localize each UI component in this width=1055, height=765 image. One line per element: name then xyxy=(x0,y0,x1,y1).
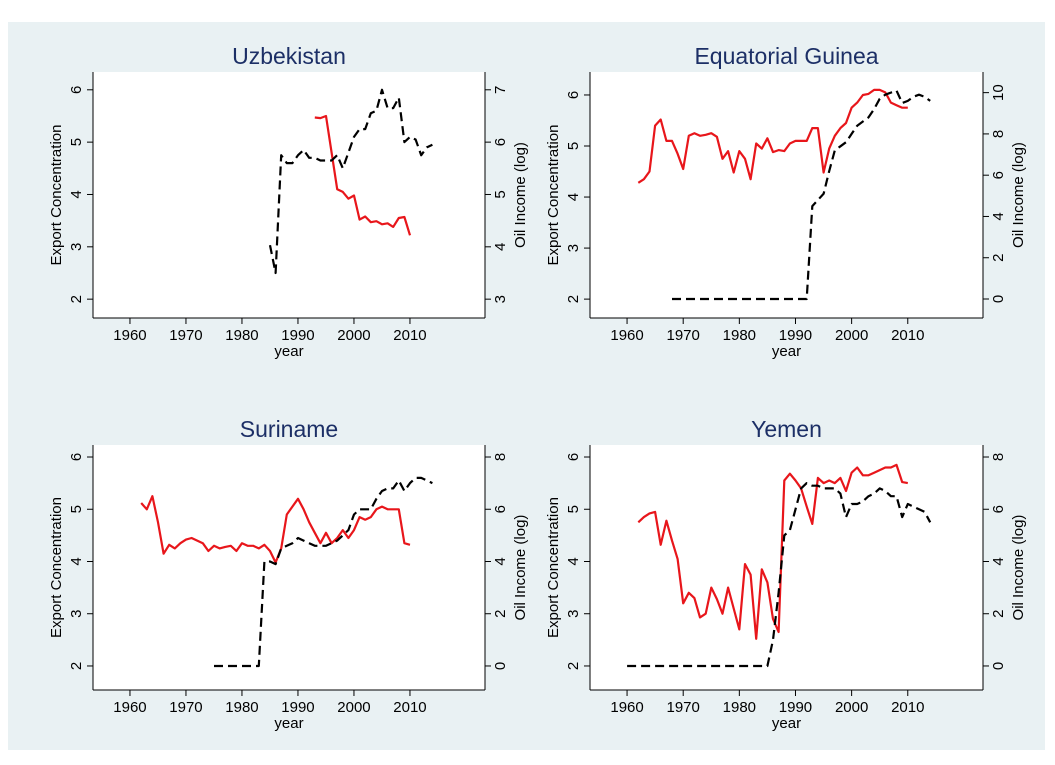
y-tick-label: 6 xyxy=(68,86,85,94)
plot-area xyxy=(93,445,485,690)
y-tick-label: 3 xyxy=(68,243,85,251)
y2-tick-label: 2 xyxy=(492,610,509,618)
x-tick-label: 1980 xyxy=(723,699,756,716)
y-tick-label: 3 xyxy=(68,610,85,618)
y2-tick-label: 0 xyxy=(990,295,1007,303)
y2-tick-label: 4 xyxy=(492,557,509,565)
y-tick-label: 6 xyxy=(68,453,85,461)
y-tick-label: 3 xyxy=(565,244,582,252)
x-tick-label: 1990 xyxy=(281,699,314,716)
y-tick-label: 6 xyxy=(565,453,582,461)
x-tick-label: 1980 xyxy=(225,699,258,716)
plot-area xyxy=(590,72,983,318)
x-tick-label: 2000 xyxy=(835,699,868,716)
y-tick-label: 2 xyxy=(565,662,582,670)
x-tick-label: 1970 xyxy=(667,327,700,344)
chart-title: Equatorial Guinea xyxy=(694,43,878,69)
data-line xyxy=(672,89,931,301)
x-tick-label: 1960 xyxy=(113,699,146,716)
x-tick-label: 1990 xyxy=(779,699,812,716)
x-axis-label: year xyxy=(274,715,303,732)
x-tick-label: 2000 xyxy=(337,699,370,716)
y2-axis-label: Oil Income (log) xyxy=(512,515,529,621)
x-tick-label: 1970 xyxy=(169,327,202,344)
y-tick-label: 4 xyxy=(68,557,85,565)
x-tick-label: 1970 xyxy=(667,699,700,716)
y-tick-label: 6 xyxy=(565,91,582,99)
y-tick-label: 4 xyxy=(565,193,582,201)
y2-axis-label: Oil Income (log) xyxy=(512,142,529,248)
y2-tick-label: 6 xyxy=(492,505,509,513)
y-tick-label: 5 xyxy=(565,142,582,150)
y-tick-label: 2 xyxy=(565,295,582,303)
x-tick-label: 1980 xyxy=(723,327,756,344)
y-tick-label: 2 xyxy=(68,295,85,303)
data-line xyxy=(314,114,412,236)
y2-tick-label: 0 xyxy=(990,662,1007,670)
y2-tick-label: 6 xyxy=(990,171,1007,179)
x-tick-label: 2010 xyxy=(891,699,924,716)
y2-axis-label: Oil Income (log) xyxy=(1010,515,1027,621)
y2-tick-label: 4 xyxy=(492,243,509,251)
data-line xyxy=(627,482,932,668)
data-line xyxy=(637,88,908,184)
y2-tick-label: 8 xyxy=(492,453,509,461)
chart-title: Suriname xyxy=(240,416,338,442)
y2-tick-label: 10 xyxy=(990,84,1007,101)
y2-tick-label: 2 xyxy=(990,254,1007,262)
x-tick-label: 1960 xyxy=(113,327,146,344)
x-tick-label: 1960 xyxy=(610,699,643,716)
x-tick-label: 2010 xyxy=(393,699,426,716)
y2-tick-label: 8 xyxy=(990,130,1007,138)
data-line xyxy=(214,476,433,668)
y2-tick-label: 4 xyxy=(990,212,1007,220)
y2-axis-label: Oil Income (log) xyxy=(1010,142,1027,248)
x-axis-label: year xyxy=(772,343,801,360)
x-tick-label: 1970 xyxy=(169,699,202,716)
x-tick-label: 1990 xyxy=(779,327,812,344)
y-axis-label: Export Concentration xyxy=(48,125,65,266)
y-tick-label: 2 xyxy=(68,662,85,670)
y-tick-label: 5 xyxy=(68,138,85,146)
x-axis-label: year xyxy=(274,343,303,360)
y-tick-label: 4 xyxy=(565,557,582,565)
x-axis-label: year xyxy=(772,715,801,732)
chart-title: Uzbekistan xyxy=(232,43,346,69)
data-line xyxy=(268,88,433,275)
y2-tick-label: 0 xyxy=(492,662,509,670)
x-tick-label: 2000 xyxy=(835,327,868,344)
plot-area xyxy=(93,72,485,318)
y2-tick-label: 8 xyxy=(990,453,1007,461)
y-tick-label: 3 xyxy=(565,610,582,618)
x-tick-label: 1990 xyxy=(281,327,314,344)
y2-tick-label: 6 xyxy=(990,505,1007,513)
x-tick-label: 1980 xyxy=(225,327,258,344)
x-tick-label: 2010 xyxy=(393,327,426,344)
y2-tick-label: 3 xyxy=(492,295,509,303)
y2-tick-label: 5 xyxy=(492,190,509,198)
y-axis-label: Export Concentration xyxy=(545,125,562,266)
y2-tick-label: 6 xyxy=(492,138,509,146)
x-tick-label: 2000 xyxy=(337,327,370,344)
y2-tick-label: 4 xyxy=(990,557,1007,565)
y-axis-label: Export Concentration xyxy=(545,497,562,638)
chart-title: Yemen xyxy=(751,416,822,442)
y-tick-label: 4 xyxy=(68,190,85,198)
y-tick-label: 5 xyxy=(565,505,582,513)
y-axis-label: Export Concentration xyxy=(48,497,65,638)
plot-area xyxy=(590,445,983,690)
x-tick-label: 2010 xyxy=(891,327,924,344)
y2-tick-label: 2 xyxy=(990,610,1007,618)
x-tick-label: 1960 xyxy=(610,327,643,344)
y2-tick-label: 7 xyxy=(492,86,509,94)
data-line xyxy=(637,463,908,640)
y-tick-label: 5 xyxy=(68,505,85,513)
